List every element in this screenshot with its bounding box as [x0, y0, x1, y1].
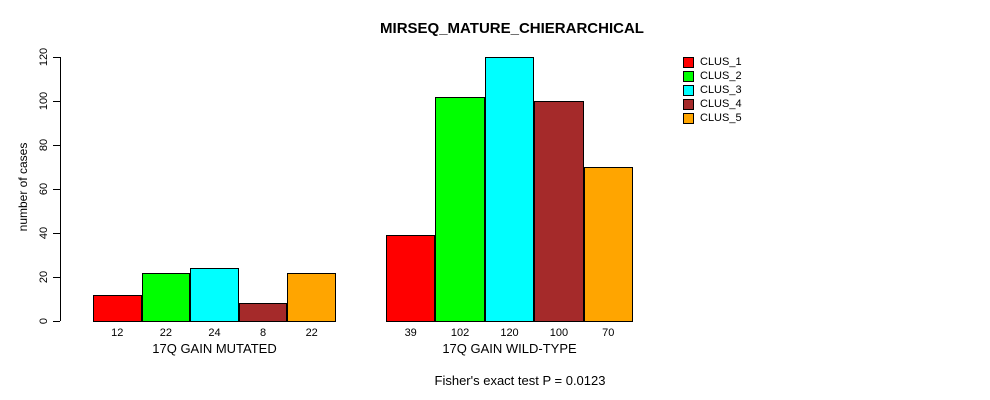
legend-item-clus_5: CLUS_5: [683, 113, 742, 124]
bar-value-label: 39: [404, 327, 417, 339]
bar-clus_3-group1: [190, 268, 239, 322]
bar-value-label: 8: [260, 327, 267, 339]
bar-clus_3-group2: [484, 57, 535, 322]
bar-value-label: 22: [305, 327, 318, 339]
legend-item-clus_2: CLUS_2: [683, 71, 742, 82]
category-label: 17Q GAIN WILD-TYPE: [442, 341, 577, 356]
y-tick: [53, 189, 60, 190]
bar-value-label: 24: [208, 327, 221, 339]
category-label: 17Q GAIN MUTATED: [152, 341, 277, 356]
bar-clus_2-group2: [435, 96, 485, 322]
y-axis-title: number of cases: [16, 142, 30, 232]
bar-value-label: 102: [450, 327, 470, 339]
y-tick: [53, 145, 60, 146]
bar-value-label: 12: [111, 327, 124, 339]
legend-label: CLUS_5: [700, 112, 742, 124]
bar-clus_1-group2: [386, 235, 436, 322]
legend-swatch-clus_2: [683, 71, 694, 82]
y-tick-label: 40: [38, 226, 50, 240]
y-tick: [53, 321, 60, 322]
legend-label: CLUS_4: [700, 98, 742, 110]
y-tick-label: 20: [38, 270, 50, 284]
y-tick: [53, 57, 60, 58]
legend-swatch-clus_4: [683, 99, 694, 110]
y-tick: [53, 101, 60, 102]
legend-item-clus_4: CLUS_4: [683, 99, 742, 110]
bar-clus_4-group1: [238, 303, 288, 322]
legend-label: CLUS_3: [700, 84, 742, 96]
y-tick-label: 100: [38, 91, 50, 111]
legend-swatch-clus_1: [683, 57, 694, 68]
legend-label: CLUS_1: [700, 56, 742, 68]
bar-clus_5-group1: [287, 272, 336, 322]
y-axis-line: [60, 57, 61, 321]
bar-clus_4-group2: [534, 101, 584, 322]
legend-swatch-clus_3: [683, 85, 694, 96]
bar-value-label: 100: [549, 327, 569, 339]
legend-item-clus_1: CLUS_1: [683, 57, 742, 68]
legend-swatch-clus_5: [683, 113, 694, 124]
y-tick: [53, 233, 60, 234]
y-tick-label: 120: [38, 47, 50, 67]
chart-title: MIRSEQ_MATURE_CHIERARCHICAL: [380, 20, 644, 37]
legend-label: CLUS_2: [700, 70, 742, 82]
bar-clus_1-group1: [93, 294, 142, 322]
bar-value-label: 70: [602, 327, 615, 339]
annotation-fisher-test: Fisher's exact test P = 0.0123: [434, 373, 606, 388]
legend-item-clus_3: CLUS_3: [683, 85, 742, 96]
bar-clus_2-group1: [141, 272, 191, 322]
y-tick-label: 0: [38, 317, 50, 325]
y-tick: [53, 277, 60, 278]
y-tick-label: 60: [38, 182, 50, 196]
legend: CLUS_1 CLUS_2 CLUS_3 CLUS_4 CLUS_5: [683, 57, 742, 127]
y-tick-label: 80: [38, 138, 50, 152]
bar-value-label: 120: [500, 327, 519, 339]
bar-clus_5-group2: [583, 167, 633, 322]
bar-value-label: 22: [159, 327, 173, 339]
